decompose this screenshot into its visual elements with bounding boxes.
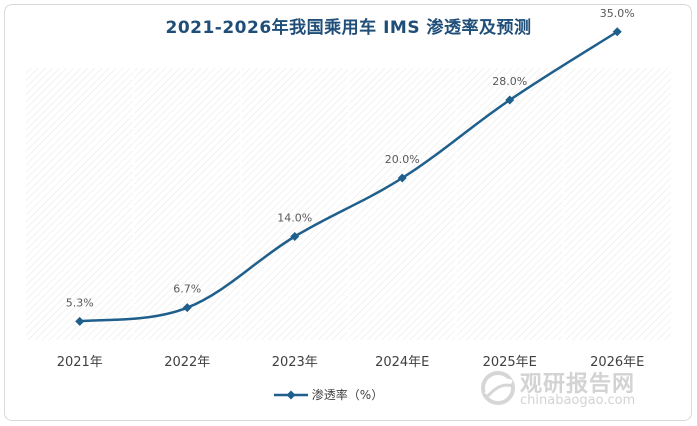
data-label: 14.0%	[277, 212, 312, 225]
watermark-en-text: chinabaogao.com	[520, 393, 636, 408]
legend: 渗透率（%）	[0, 386, 697, 404]
legend-swatch	[273, 390, 308, 399]
data-point-marker	[290, 232, 300, 241]
x-tick-label: 2023年	[272, 355, 318, 370]
data-point-marker	[182, 303, 192, 313]
data-point-marker	[505, 95, 515, 105]
data-label: 5.3%	[66, 296, 94, 309]
legend-label: 渗透率（%）	[311, 388, 384, 402]
x-tick-label: 2022年	[164, 355, 210, 370]
data-point-marker	[397, 173, 407, 183]
watermark-cn-text: 观研报告网	[520, 372, 636, 397]
series-line	[79, 30, 618, 323]
watermark: 观研报告网 chinabaogao.com	[478, 366, 678, 412]
data-label: 35.0%	[600, 7, 635, 20]
data-label: 20.0%	[385, 153, 420, 166]
data-point-marker	[612, 27, 622, 37]
data-point-marker	[75, 316, 85, 326]
data-label: 6.7%	[173, 283, 201, 296]
x-tick-label: 2026年E	[590, 355, 644, 370]
x-tick-label: 2021年	[57, 355, 103, 370]
chart-title: 2021-2026年我国乘用车 IMS 渗透率及预测	[165, 18, 532, 38]
data-label: 28.0%	[492, 75, 527, 88]
x-tick-label: 2025年E	[483, 355, 537, 370]
x-tick-label: 2024年E	[375, 355, 429, 370]
watermark-logo-icon	[481, 371, 515, 405]
